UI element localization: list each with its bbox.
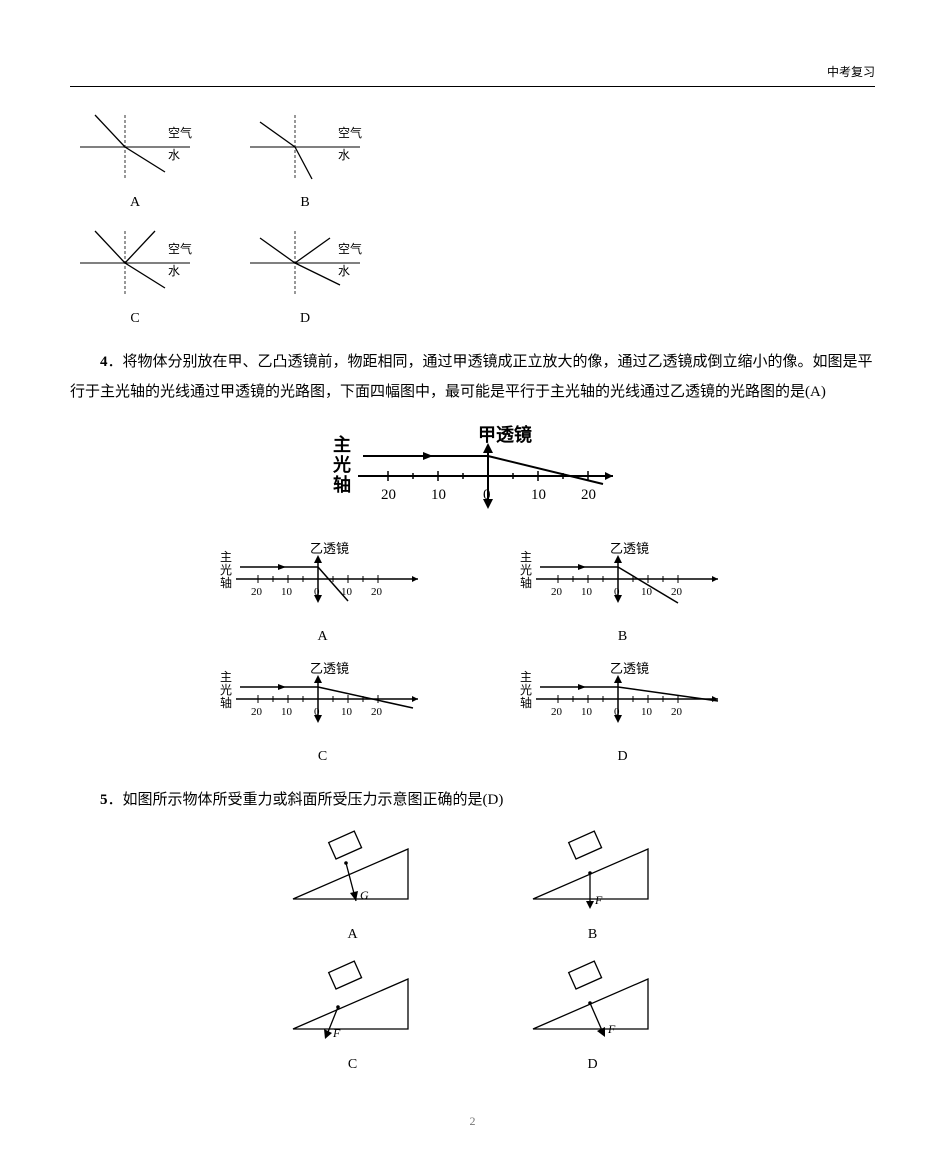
- svg-text:20: 20: [251, 586, 263, 598]
- q4-opt-label-a: A: [218, 623, 428, 651]
- q4-opt-d: 主 光 轴 乙透镜 20 10 0 10 20 D: [518, 661, 728, 771]
- q4-options-row1: 主 光 轴 乙透镜 20 10 0 10 20 A 主: [70, 541, 875, 651]
- svg-text:10: 10: [281, 706, 293, 718]
- opt-label-b: B: [240, 189, 370, 217]
- svg-text:20: 20: [371, 706, 383, 718]
- svg-text:水: 水: [168, 264, 180, 278]
- water-label: 水: [168, 148, 180, 162]
- svg-text:主: 主: [520, 670, 532, 684]
- svg-text:乙透镜: 乙透镜: [610, 661, 649, 676]
- opt-label-c: C: [70, 305, 200, 333]
- q5-opt-label-a: A: [278, 921, 428, 949]
- opt-label-a: A: [70, 189, 200, 217]
- svg-text:20: 20: [371, 586, 383, 598]
- svg-text:空气: 空气: [338, 241, 362, 256]
- svg-text:水: 水: [338, 148, 350, 162]
- refraction-figures: 空气 水 A 空气 水 B 空气: [70, 107, 875, 333]
- q5-opt-c: F C: [278, 959, 428, 1079]
- svg-text:主: 主: [333, 434, 351, 455]
- svg-text:光: 光: [520, 563, 532, 577]
- svg-text:轴: 轴: [520, 695, 532, 710]
- svg-text:F: F: [594, 893, 603, 907]
- svg-text:10: 10: [341, 586, 353, 598]
- svg-text:乙透镜: 乙透镜: [310, 541, 349, 556]
- svg-text:0: 0: [614, 586, 620, 598]
- q4-opt-label-d: D: [518, 743, 728, 771]
- svg-text:乙透镜: 乙透镜: [610, 541, 649, 556]
- q5-opt-b: F B: [518, 829, 668, 949]
- q4-opt-b: 主 光 轴 乙透镜 20 10 0 10 20 B: [518, 541, 728, 651]
- svg-text:10: 10: [641, 586, 653, 598]
- q4-options-row2: 主 光 轴 乙透镜 20 10 0 10 20 C 主: [70, 661, 875, 771]
- svg-text:轴: 轴: [220, 695, 232, 710]
- q4-text: 4．将物体分别放在甲、乙凸透镜前，物距相同，通过甲透镜成正立放大的像，通过乙透镜…: [70, 347, 875, 407]
- q5-opt-label-b: B: [518, 921, 668, 949]
- svg-text:10: 10: [531, 487, 546, 503]
- svg-text:空气: 空气: [168, 241, 192, 256]
- svg-text:轴: 轴: [520, 575, 532, 590]
- q5-opt-a: G A: [278, 829, 428, 949]
- svg-text:轴: 轴: [220, 575, 232, 590]
- svg-text:主: 主: [520, 550, 532, 564]
- refraction-fig-d: 空气 水 D: [240, 223, 370, 333]
- svg-text:光: 光: [520, 683, 532, 697]
- svg-text:20: 20: [251, 706, 263, 718]
- svg-text:水: 水: [338, 264, 350, 278]
- svg-text:10: 10: [281, 586, 293, 598]
- svg-text:G: G: [360, 888, 369, 902]
- q4-opt-label-c: C: [218, 743, 428, 771]
- q4-opt-label-b: B: [518, 623, 728, 651]
- header-title: 中考复习: [827, 65, 875, 79]
- q5-text: 5．如图所示物体所受重力或斜面所受压力示意图正确的是(D): [70, 785, 875, 815]
- refraction-fig-b: 空气 水 B: [240, 107, 370, 217]
- svg-text:20: 20: [381, 487, 396, 503]
- svg-text:10: 10: [641, 706, 653, 718]
- svg-text:光: 光: [332, 454, 351, 475]
- q4-body: ．将物体分别放在甲、乙凸透镜前，物距相同，通过甲透镜成正立放大的像，通过乙透镜成…: [70, 354, 873, 400]
- svg-text:轴: 轴: [333, 474, 351, 495]
- svg-text:0: 0: [314, 586, 320, 598]
- svg-text:光: 光: [220, 563, 232, 577]
- svg-text:20: 20: [581, 487, 596, 503]
- svg-text:20: 20: [671, 706, 683, 718]
- svg-text:主: 主: [220, 670, 232, 684]
- q5-num: 5: [100, 792, 108, 808]
- q5-row2: F C F D: [70, 959, 875, 1079]
- opt-label-d: D: [240, 305, 370, 333]
- svg-text:20: 20: [551, 706, 563, 718]
- svg-text:主: 主: [220, 550, 232, 564]
- q5-opt-label-d: D: [518, 1051, 668, 1079]
- svg-text:F: F: [607, 1022, 616, 1036]
- q4-num: 4: [100, 354, 108, 370]
- page-header: 中考复习: [70, 60, 875, 87]
- svg-text:0: 0: [483, 487, 491, 503]
- refraction-fig-a: 空气 水 A: [70, 107, 200, 217]
- svg-text:光: 光: [220, 683, 232, 697]
- q4-opt-c: 主 光 轴 乙透镜 20 10 0 10 20 C: [218, 661, 428, 771]
- svg-text:乙透镜: 乙透镜: [310, 661, 349, 676]
- svg-text:甲透镜: 甲透镜: [478, 424, 532, 445]
- svg-text:0: 0: [314, 706, 320, 718]
- svg-text:10: 10: [341, 706, 353, 718]
- svg-text:10: 10: [581, 706, 593, 718]
- svg-text:空气: 空气: [338, 125, 362, 140]
- q5-row1: G A F B: [70, 829, 875, 949]
- q4-jia-figure: 主 光 轴 甲透镜 20 10 0 10 20: [70, 421, 875, 531]
- q5-body: ．如图所示物体所受重力或斜面所受压力示意图正确的是(D): [108, 792, 504, 808]
- q5-opt-label-c: C: [278, 1051, 428, 1079]
- svg-text:0: 0: [614, 706, 620, 718]
- q4-opt-a: 主 光 轴 乙透镜 20 10 0 10 20 A: [218, 541, 428, 651]
- q5-opt-d: F D: [518, 959, 668, 1079]
- page-number: 2: [70, 1109, 875, 1133]
- refraction-fig-c: 空气 水 C: [70, 223, 200, 333]
- svg-text:10: 10: [581, 586, 593, 598]
- svg-text:F: F: [332, 1026, 341, 1040]
- svg-text:20: 20: [551, 586, 563, 598]
- air-label: 空气: [168, 125, 192, 140]
- svg-text:10: 10: [431, 487, 446, 503]
- svg-text:20: 20: [671, 586, 683, 598]
